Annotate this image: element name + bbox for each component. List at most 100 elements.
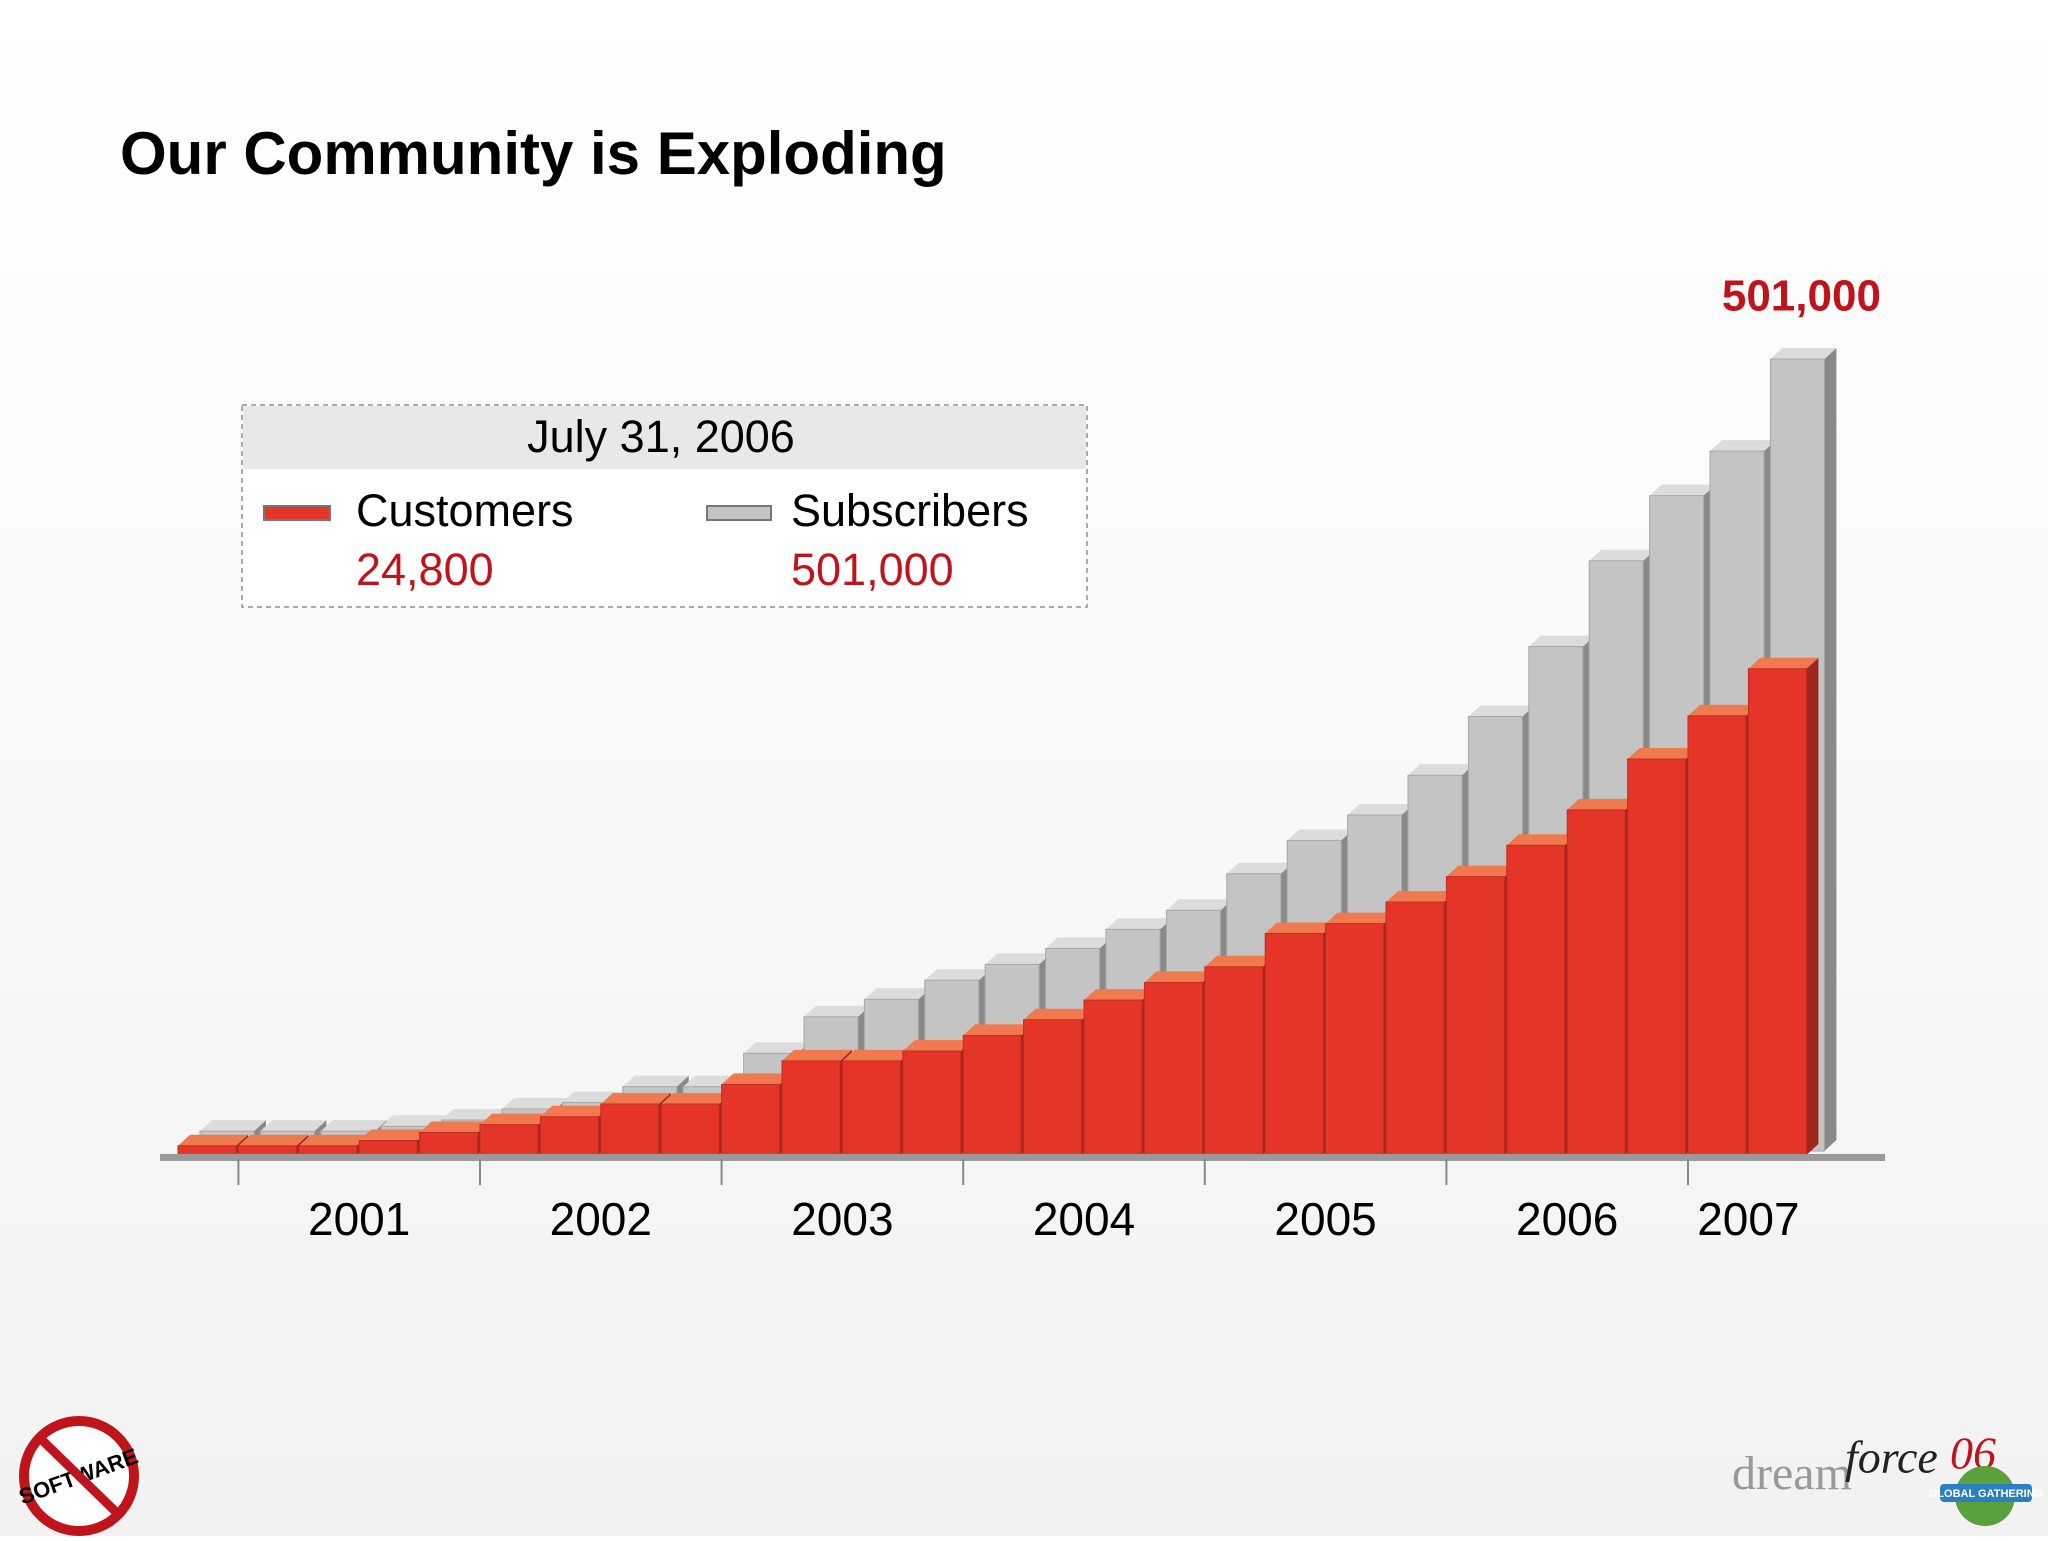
bar xyxy=(1204,966,1264,1156)
legend-title: July 31, 2006 xyxy=(527,411,795,462)
bar xyxy=(1385,901,1445,1156)
baseline xyxy=(160,1154,1885,1161)
bar-top xyxy=(1748,657,1819,669)
bar-top xyxy=(1106,918,1172,930)
bar-top xyxy=(1386,891,1456,903)
bar xyxy=(1264,932,1324,1156)
bar-side xyxy=(1806,657,1819,1155)
bar-top xyxy=(1204,955,1275,967)
bar-top xyxy=(1023,1008,1094,1020)
bar-top xyxy=(1265,922,1336,934)
bar-top xyxy=(1627,747,1698,759)
bar xyxy=(358,1139,418,1156)
bar-top xyxy=(864,988,931,1000)
slide-title: Our Community is Exploding xyxy=(120,120,947,187)
bar xyxy=(781,1060,841,1156)
bar-top xyxy=(902,1040,973,1052)
bar-top xyxy=(320,1120,387,1132)
x-tick-label: 2001 xyxy=(308,1193,410,1245)
legend-header xyxy=(243,406,1086,469)
bar-top xyxy=(238,1134,309,1146)
bar-top xyxy=(480,1113,550,1125)
logo-right: dream force 06 GLOBAL GATHERING xyxy=(1732,1428,2043,1526)
bar-top xyxy=(260,1120,327,1132)
bar-top xyxy=(622,1075,689,1087)
bar-top xyxy=(1084,989,1154,1001)
bar-top xyxy=(1506,834,1577,846)
bar-top xyxy=(1446,865,1517,877)
logo-left: SOFTWARE xyxy=(16,1416,141,1536)
legend-swatch xyxy=(263,505,331,521)
bar-top xyxy=(359,1129,430,1141)
bar xyxy=(1747,668,1807,1156)
legend-label: Subscribers xyxy=(791,485,1029,536)
x-tick-label: 2005 xyxy=(1274,1193,1376,1245)
bar-top xyxy=(963,1024,1034,1036)
bar-top xyxy=(298,1134,369,1146)
bar-top xyxy=(985,953,1052,965)
value-label: 501,000 xyxy=(1722,272,1881,321)
bar-top xyxy=(1710,440,1776,452)
bar-top xyxy=(1589,549,1656,561)
bar-top xyxy=(661,1093,732,1105)
bar-top xyxy=(1347,803,1414,815)
bar xyxy=(539,1116,599,1156)
bar-top xyxy=(178,1134,248,1146)
bar xyxy=(841,1060,901,1156)
legend: July 31, 2006 Customers 24,800 Subscribe… xyxy=(241,404,1088,608)
bar-top xyxy=(600,1093,671,1105)
bar-top xyxy=(1144,971,1215,983)
bar-top xyxy=(1408,764,1474,776)
bar-top xyxy=(502,1097,568,1109)
legend-value: 501,000 xyxy=(791,544,954,595)
bar xyxy=(1506,844,1566,1156)
bar xyxy=(237,1145,297,1156)
x-tick-label: 2004 xyxy=(1033,1193,1135,1245)
bar-top xyxy=(842,1049,913,1061)
bar-top xyxy=(924,969,991,981)
bar xyxy=(600,1103,660,1156)
bar xyxy=(1023,1019,1083,1156)
logo-slash xyxy=(38,1436,120,1516)
bar-top xyxy=(1325,912,1396,924)
bar-top xyxy=(1166,899,1233,911)
bar-top xyxy=(743,1042,810,1054)
logo-tag-bg xyxy=(1940,1484,2032,1502)
bar xyxy=(1143,981,1203,1156)
legend-swatch xyxy=(706,505,772,521)
bar-top xyxy=(540,1105,611,1117)
bar-top xyxy=(1226,862,1293,874)
x-tick-label: 2003 xyxy=(791,1193,893,1245)
bar-top xyxy=(1649,484,1716,496)
x-tick-label: 2002 xyxy=(550,1193,652,1245)
bar xyxy=(660,1103,720,1156)
bar xyxy=(1566,809,1626,1156)
bar-top xyxy=(419,1121,490,1133)
bars xyxy=(177,348,1837,1156)
bar xyxy=(902,1050,962,1156)
bar xyxy=(1687,715,1747,1156)
bar-side xyxy=(1824,348,1837,1151)
bar-top xyxy=(1528,635,1595,647)
bar-top xyxy=(721,1073,792,1085)
bar-top xyxy=(1688,704,1758,716)
bar xyxy=(1627,758,1687,1156)
legend-value: 24,800 xyxy=(356,544,494,595)
x-tick-label: 2007 xyxy=(1697,1193,1799,1245)
logo-dream: dream xyxy=(1732,1447,1852,1500)
bar xyxy=(298,1145,358,1156)
bar xyxy=(419,1131,479,1156)
bar-top xyxy=(1567,798,1638,810)
logo-force: force xyxy=(1845,1432,1938,1483)
legend-label: Customers xyxy=(356,485,574,536)
bar xyxy=(1325,923,1385,1156)
bar-top xyxy=(782,1049,852,1061)
bar xyxy=(962,1034,1022,1156)
bar-top xyxy=(804,1005,870,1017)
bar xyxy=(1083,999,1143,1156)
bar-top xyxy=(200,1120,266,1132)
bar-top xyxy=(1287,829,1354,841)
x-tick-label: 2006 xyxy=(1516,1193,1618,1245)
